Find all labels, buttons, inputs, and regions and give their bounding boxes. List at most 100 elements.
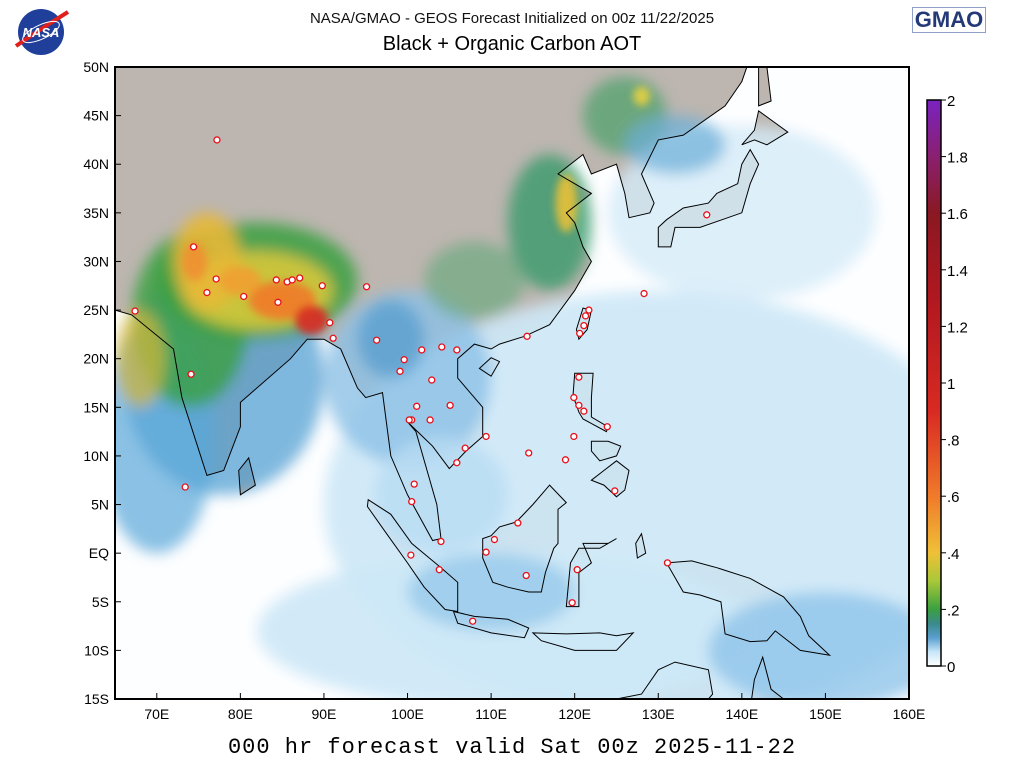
station-marker [561, 456, 570, 464]
lat-tick-label: 25N [83, 302, 109, 318]
station-marker [490, 535, 499, 544]
station-marker [318, 282, 326, 290]
station-marker [522, 571, 530, 580]
colorbar-tick-label: .6 [947, 489, 960, 506]
station-marker [570, 432, 578, 441]
colorbar [926, 99, 942, 667]
station-marker [329, 334, 337, 342]
aerosol-plume [407, 553, 575, 631]
colorbar-tick-label: 1.2 [947, 319, 968, 336]
lat-tick-label: 20N [83, 351, 109, 367]
station-marker [428, 376, 436, 384]
plot-subtitle: NASA/GMAO - GEOS Forecast Initialized on… [309, 10, 715, 27]
station-marker [274, 298, 282, 306]
aerosol-layer [115, 76, 909, 699]
station-marker [296, 274, 304, 282]
station-marker [400, 356, 408, 364]
colorbar-tick-label: 1.4 [947, 263, 968, 280]
coastline-newguinea [665, 560, 832, 656]
colorbar-tick-label: .8 [947, 433, 960, 450]
station-marker [288, 276, 296, 284]
station-marker [585, 306, 593, 314]
lat-tick-label: EQ [89, 545, 109, 561]
aerosol-hotspot [219, 266, 262, 296]
lon-tick-label: 100E [391, 706, 424, 722]
lon-tick-label: 110E [475, 706, 507, 722]
station-marker [435, 566, 443, 574]
station-marker [272, 276, 280, 284]
station-marker [514, 519, 522, 527]
station-markers [131, 136, 711, 625]
nasa-logo: NASA [12, 6, 70, 56]
station-marker [203, 288, 211, 297]
lat-tick-label: 45N [83, 108, 109, 124]
aerosol-plume [357, 300, 425, 379]
coastline-visayas [590, 440, 622, 462]
map-frame [114, 66, 910, 700]
station-marker [568, 599, 576, 607]
station-marker [525, 449, 533, 457]
station-marker [408, 497, 416, 506]
aerosol-plume [374, 436, 508, 554]
map-axes: 70E 80E 90E 100E 110E 120E 130E 140E 150E 160E 50N… [83, 59, 925, 722]
aerosol-hotspot [633, 86, 650, 106]
coastline-mindanao [590, 460, 630, 498]
lon-tick-label: 120E [558, 706, 591, 722]
lon-tick-label: 150E [809, 706, 842, 722]
lat-tick-label: 40N [83, 156, 109, 172]
lat-tick-label: 30N [83, 253, 109, 269]
station-marker [575, 373, 583, 381]
plot-title: Black + Organic Carbon AOT [382, 33, 642, 55]
station-marker [372, 336, 381, 344]
station-marker [603, 423, 611, 431]
station-marker [187, 370, 195, 378]
aerosol-hotspot [294, 305, 329, 335]
coastline-sulawesi [565, 538, 617, 608]
station-marker [573, 566, 581, 574]
lat-tick-label: 15S [84, 691, 109, 707]
station-marker [446, 401, 454, 410]
colorbar-tick-label: .2 [947, 602, 960, 619]
lon-tick-label: 90E [311, 706, 336, 722]
station-marker [640, 289, 648, 298]
station-marker [407, 551, 415, 559]
coastline-srilanka [238, 456, 256, 496]
station-marker [396, 367, 404, 375]
station-marker [438, 343, 446, 351]
lat-tick-label: 50N [83, 59, 109, 75]
aerosol-hotspot [248, 280, 316, 320]
lon-tick-label: 80E [228, 706, 253, 722]
station-marker [453, 459, 461, 467]
coastline-asia [115, 67, 748, 542]
station-marker [611, 487, 619, 495]
colorbar-tick-label: 0 [947, 659, 955, 676]
station-marker [362, 283, 371, 291]
station-marker [326, 319, 334, 327]
station-marker [405, 416, 413, 424]
aerosol-hotspot [181, 242, 207, 281]
station-marker [413, 402, 421, 410]
aerosol-plume [624, 115, 726, 174]
lat-tick-label: 5S [92, 594, 109, 610]
station-marker [181, 483, 189, 491]
station-marker [469, 617, 477, 625]
svg-text:NASA: NASA [23, 25, 60, 40]
coastline-halmahera [635, 532, 647, 559]
lon-tick-label: 160E [893, 706, 926, 722]
station-marker [580, 321, 588, 330]
station-marker [426, 416, 434, 424]
coastline-hokkaido [741, 109, 789, 146]
station-marker [570, 393, 578, 402]
aerosol-plume [424, 242, 525, 320]
station-marker [482, 432, 490, 441]
aerosol-hotspot [555, 173, 578, 233]
station-marker [581, 312, 590, 320]
coastline-australia [616, 655, 785, 699]
lat-tick-label: 35N [83, 205, 109, 221]
coastline-hainan [478, 357, 501, 377]
coastline-honshu [657, 148, 760, 248]
station-marker [576, 329, 584, 338]
colorbar-ticks: 0 .2 .4 .6 .8 1 1.2 1.4 1.6 1.8 2 [941, 93, 968, 676]
station-marker [580, 407, 588, 415]
